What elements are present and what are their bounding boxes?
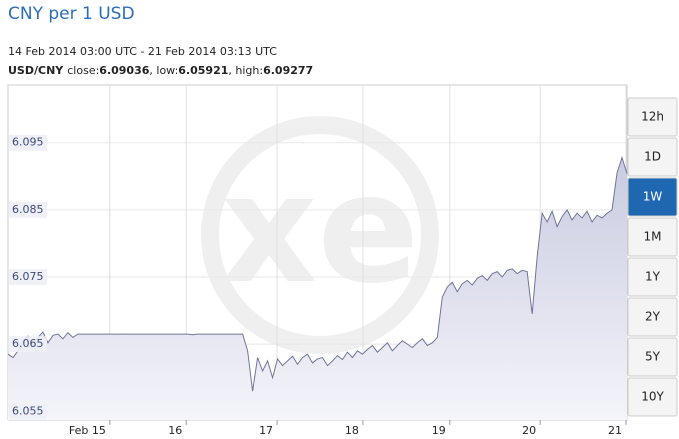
y-tick-label-bg [9,134,47,151]
range-button[interactable] [627,137,678,177]
stat-label: , low: [149,64,178,77]
x-tick-label: 17 [259,424,273,437]
pair: USD/CNY [8,64,64,77]
y-tick-label: 6.075 [12,270,44,283]
range-button-label[interactable]: 2Y [645,310,661,324]
x-tick-label: 20 [522,424,536,437]
x-tick-label: 16 [168,424,182,437]
range-button-label[interactable]: 12h [641,110,664,124]
y-tick-label: 6.065 [12,337,44,350]
line [7,155,628,392]
range-button[interactable] [627,257,678,297]
stat-label: , high: [228,64,263,77]
x-tick-label: 18 [345,424,359,437]
range-button[interactable] [627,217,678,257]
range-button-label[interactable]: 10Y [641,390,664,404]
subtitle: 14 Feb 2014 03:00 UTC - 21 Feb 2014 03:1… [8,45,277,58]
stat-value: 6.09036 [99,64,149,77]
x-tick-label: 21 [608,424,622,437]
y-tick-label-bg [9,201,47,218]
svg-text:xe: xe [221,143,420,317]
watermark: xe [201,116,439,354]
range-button[interactable] [627,297,678,337]
y-tick-label-bg [9,403,47,420]
range-button-label[interactable]: 1D [644,150,661,164]
range-button[interactable] [627,177,678,217]
y-tick-label: 6.055 [12,404,44,417]
range-button-label[interactable]: 5Y [645,350,661,364]
stat-value: 6.05921 [178,64,228,77]
y-tick-label: 6.085 [12,203,44,216]
stat-label: close: [67,64,99,77]
x-tick-label: 19 [432,424,446,437]
y-tick-label-bg [9,269,47,286]
range-button-label[interactable]: 1W [643,190,663,204]
range-button-label[interactable]: 1Y [645,270,661,284]
y-tick-label-bg [9,336,47,353]
range-button-label[interactable]: 1M [644,230,662,244]
range-button[interactable] [627,337,678,377]
range-button[interactable] [627,377,678,417]
y-tick-label: 6.095 [12,136,44,149]
chart-title: CNY per 1 USD [8,4,135,24]
x-tick-label: Feb 15 [69,424,106,437]
stats: USD/CNY close:6.09036, low:6.05921, high:… [8,64,313,77]
stat-value: 6.09277 [263,64,313,77]
range-button[interactable] [627,97,678,137]
area [8,157,627,420]
